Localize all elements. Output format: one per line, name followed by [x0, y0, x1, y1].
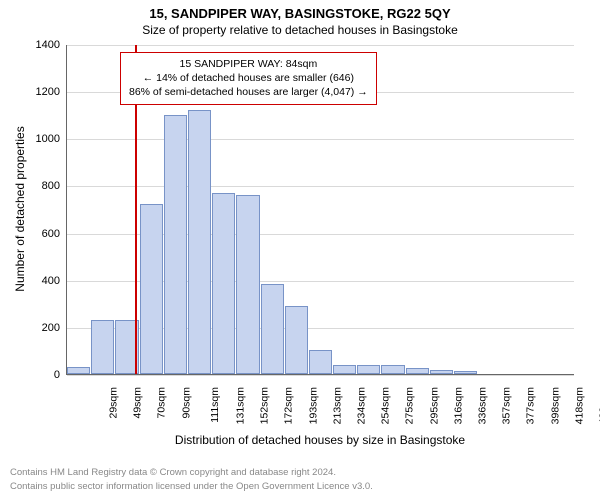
page-title-address: 15, SANDPIPER WAY, BASINGSTOKE, RG22 5QY: [0, 0, 600, 21]
gridline: [67, 139, 574, 140]
histogram-bar: [164, 115, 187, 374]
annotation-line1: 15 SANDPIPER WAY: 84sqm: [129, 57, 368, 71]
y-tick-label: 1200: [26, 86, 60, 98]
histogram-bar: [261, 284, 284, 374]
gridline: [67, 186, 574, 187]
y-tick-label: 0: [26, 369, 60, 381]
x-tick-label: 29sqm: [108, 387, 120, 419]
histogram-bar: [212, 193, 235, 375]
x-tick-label: 70sqm: [156, 387, 168, 419]
y-tick-label: 200: [26, 322, 60, 334]
gridline: [67, 375, 574, 376]
histogram-bar: [236, 195, 259, 374]
x-tick-label: 131sqm: [234, 387, 246, 424]
x-tick-label: 377sqm: [525, 387, 537, 424]
y-tick-label: 400: [26, 275, 60, 287]
histogram-bar: [357, 365, 380, 374]
y-tick-label: 1400: [26, 39, 60, 51]
x-tick-label: 254sqm: [380, 387, 392, 424]
histogram-bar: [430, 370, 453, 374]
y-axis-label: Number of detached properties: [13, 119, 27, 299]
y-tick-label: 1000: [26, 133, 60, 145]
histogram-bar: [140, 204, 163, 374]
footer-copyright-2: Contains public sector information licen…: [10, 481, 373, 492]
x-tick-label: 213sqm: [331, 387, 343, 424]
x-axis-label: Distribution of detached houses by size …: [66, 433, 574, 447]
histogram-bar: [67, 367, 90, 374]
x-tick-label: 316sqm: [452, 387, 464, 424]
x-tick-label: 357sqm: [501, 387, 513, 424]
x-tick-label: 336sqm: [476, 387, 488, 424]
x-tick-label: 275sqm: [404, 387, 416, 424]
histogram-bar: [91, 320, 114, 374]
histogram-bar: [188, 110, 211, 374]
x-tick-label: 193sqm: [307, 387, 319, 424]
histogram-bar: [454, 371, 477, 374]
annotation-line2: ← 14% of detached houses are smaller (64…: [129, 71, 368, 85]
histogram-bar: [333, 365, 356, 374]
x-tick-label: 418sqm: [573, 387, 585, 424]
annotation-box: 15 SANDPIPER WAY: 84sqm← 14% of detached…: [120, 52, 377, 105]
footer-copyright-1: Contains HM Land Registry data © Crown c…: [10, 467, 336, 478]
x-tick-label: 49sqm: [132, 387, 144, 419]
histogram-bar: [285, 306, 308, 374]
x-tick-label: 234sqm: [355, 387, 367, 424]
x-tick-label: 111sqm: [209, 387, 221, 423]
x-tick-label: 398sqm: [549, 387, 561, 424]
histogram-bar: [381, 365, 404, 374]
histogram-bar: [406, 368, 429, 374]
histogram-bar: [309, 350, 332, 374]
y-tick-label: 600: [26, 228, 60, 240]
x-tick-label: 90sqm: [180, 387, 192, 419]
page-title-subtitle: Size of property relative to detached ho…: [0, 21, 600, 37]
annotation-line3: 86% of semi-detached houses are larger (…: [129, 85, 368, 99]
x-tick-label: 172sqm: [283, 387, 295, 424]
x-tick-label: 152sqm: [259, 387, 271, 424]
gridline: [67, 45, 574, 46]
y-tick-label: 800: [26, 180, 60, 192]
x-tick-label: 295sqm: [428, 387, 440, 424]
